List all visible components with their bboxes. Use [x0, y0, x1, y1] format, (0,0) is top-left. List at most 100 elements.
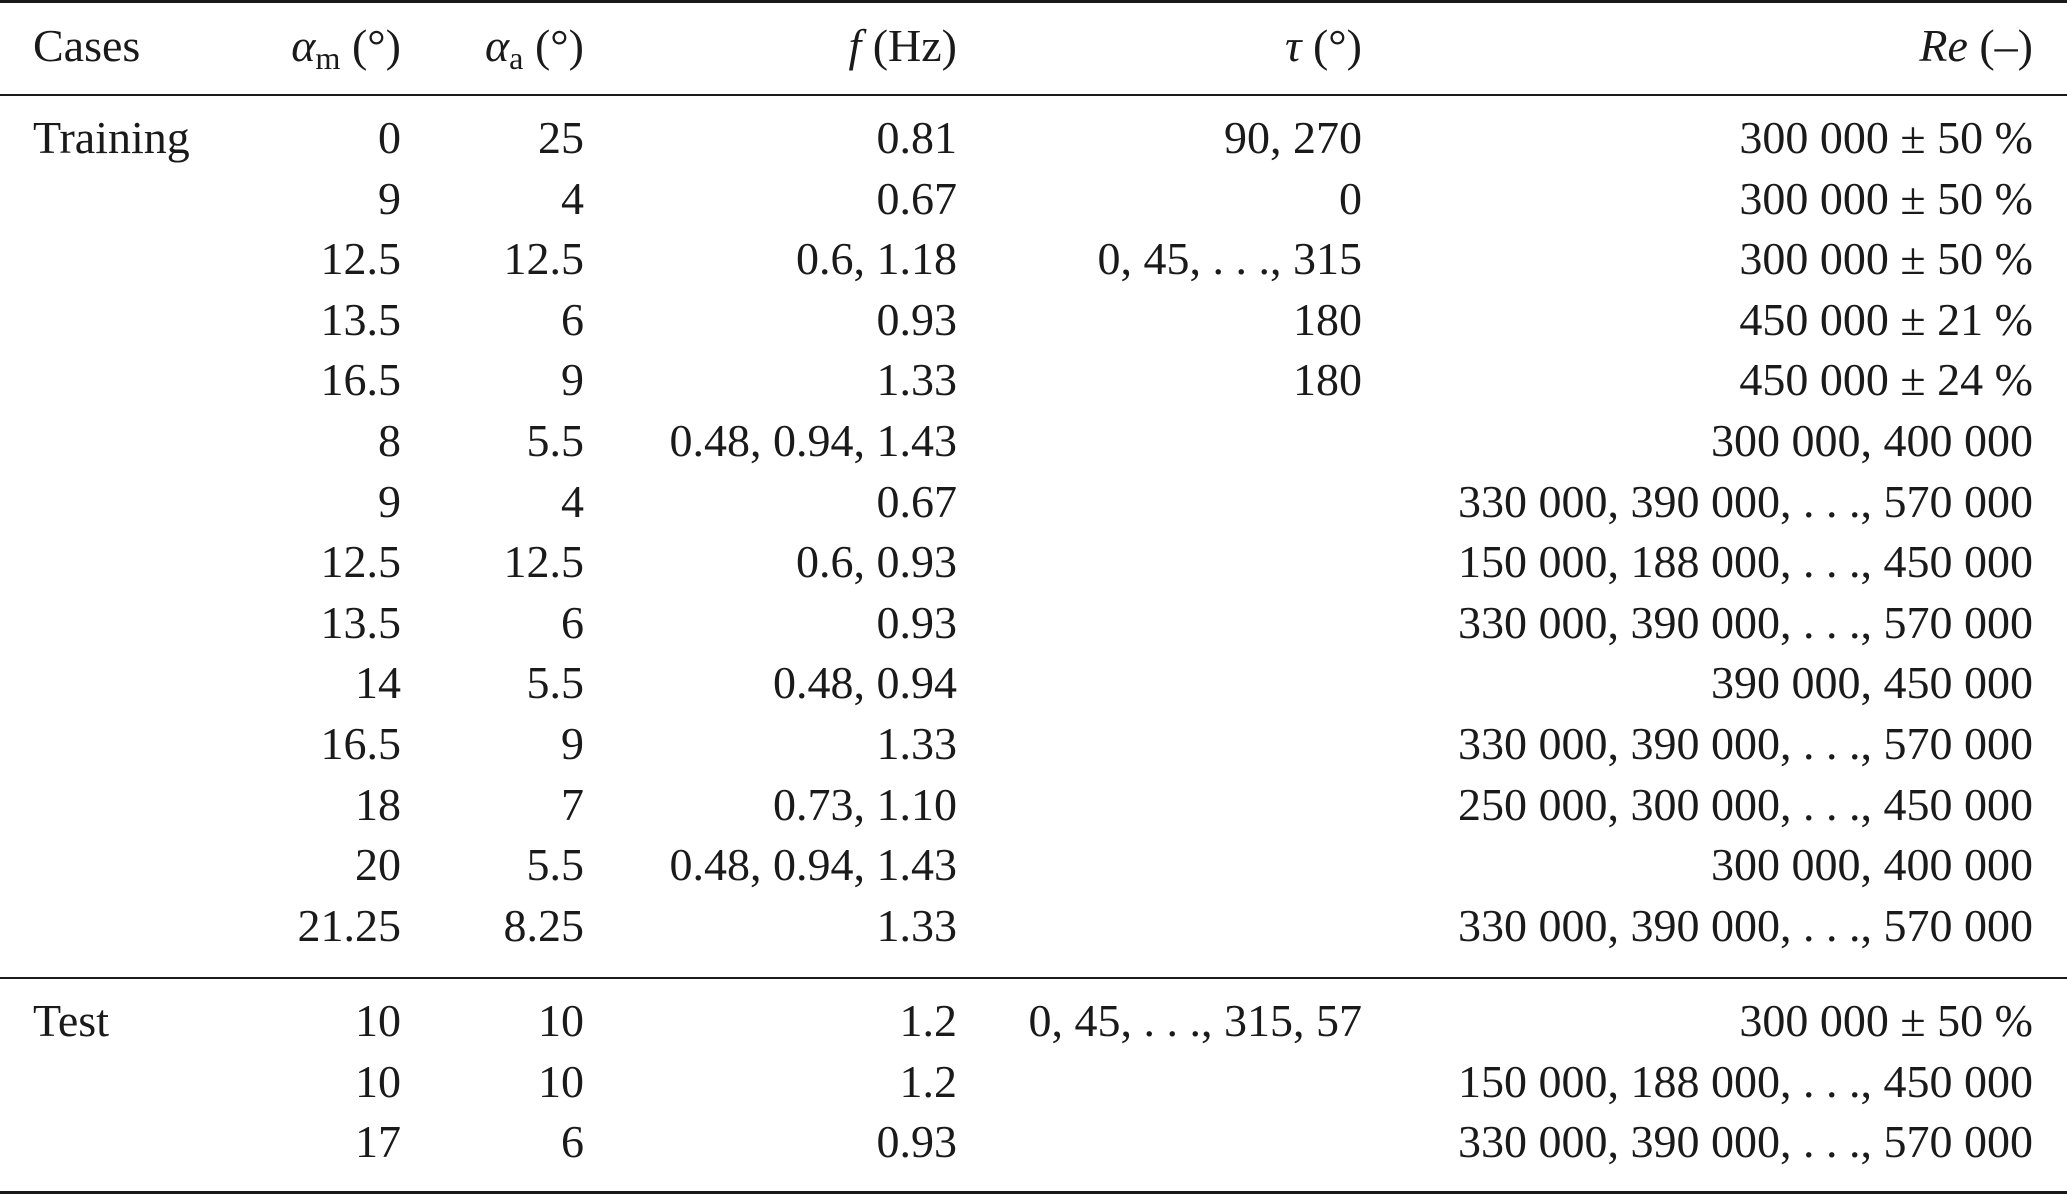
- cell-reynolds: 450 000 ± 24 %: [1739, 354, 2033, 406]
- cell-frequency: 0.81: [876, 112, 958, 163]
- header-reynolds-unit: (–): [1967, 20, 2033, 71]
- cell-alpha-m: 18: [355, 778, 401, 830]
- cell-reynolds: 150 000, 188 000, . . ., 450 000: [1458, 536, 2033, 588]
- table-row: 14 5.5 0.48, 0.94 390 000, 450 000: [0, 653, 2067, 713]
- cell-frequency: 0.93: [876, 596, 958, 648]
- header-tau: τ (°): [1285, 16, 1362, 76]
- table-row: 10 10 1.2 150 000, 188 000, . . ., 450 000: [0, 1052, 2067, 1112]
- cell-frequency: 1.2: [899, 1055, 958, 1107]
- table-row: Test 10 10 1.2 0, 45, . . ., 315, 57 300 000 …: [0, 991, 2067, 1051]
- cell-frequency: 1.33: [876, 354, 958, 406]
- table-bottom-rule: [0, 1191, 2067, 1194]
- cell-frequency: 0.73, 1.10: [773, 778, 957, 830]
- table-row: 13.5 6 0.93 330 000, 390 000, . . ., 570 00…: [0, 593, 2067, 653]
- cell-alpha-m: 14: [355, 657, 401, 709]
- header-cases: Cases: [33, 20, 141, 71]
- cell-tau: 0, 45, . . ., 315: [1097, 233, 1363, 285]
- cell-alpha-m: 12.5: [320, 233, 402, 285]
- table-header-row: Cases αm (°) αa (°) f (Hz) τ (°) Re (–): [0, 16, 2067, 76]
- header-frequency-symbol: f: [848, 20, 862, 71]
- cell-case: Test: [33, 995, 109, 1046]
- header-alpha-a-subscript: a: [509, 40, 524, 77]
- header-reynolds: Re (–): [1919, 16, 2033, 76]
- header-tau-unit: (°): [1301, 20, 1362, 71]
- cell-reynolds: 300 000, 400 000: [1711, 839, 2033, 891]
- cell-frequency: 1.33: [876, 718, 958, 769]
- cell-tau: 180: [1293, 293, 1362, 345]
- table-row: 17 6 0.93 330 000, 390 000, . . ., 570 000: [0, 1112, 2067, 1172]
- header-alpha-a-unit: (°): [523, 20, 584, 71]
- cell-alpha-a: 7: [561, 778, 584, 830]
- cell-reynolds: 300 000 ± 50 %: [1739, 995, 2033, 1046]
- header-alpha-a: αa (°): [485, 16, 584, 76]
- cell-tau: 90, 270: [1224, 112, 1362, 163]
- header-alpha-m-subscript: m: [315, 40, 341, 77]
- cell-reynolds: 300 000 ± 50 %: [1739, 233, 2033, 285]
- cell-alpha-m: 16.5: [320, 354, 402, 406]
- table-header-rule: [0, 94, 2067, 96]
- header-alpha-m-unit: (°): [340, 20, 401, 71]
- header-frequency: f (Hz): [848, 16, 957, 76]
- header-reynolds-symbol: Re: [1919, 20, 1968, 71]
- header-alpha-m-symbol: α: [291, 20, 316, 71]
- cell-alpha-a: 12.5: [503, 536, 585, 588]
- cell-alpha-m: 21.25: [297, 899, 402, 951]
- cell-alpha-m: 8: [378, 415, 401, 466]
- cell-reynolds: 300 000, 400 000: [1711, 415, 2033, 466]
- cell-frequency: 1.2: [899, 995, 958, 1046]
- cell-alpha-a: 12.5: [503, 233, 585, 285]
- cell-reynolds: 300 000 ± 50 %: [1739, 112, 2033, 163]
- header-alpha-a-symbol: α: [485, 20, 510, 71]
- cell-alpha-a: 10: [538, 1055, 584, 1107]
- table-row: 12.5 12.5 0.6, 0.93 150 000, 188 000, . . .…: [0, 532, 2067, 592]
- cell-reynolds: 330 000, 390 000, . . ., 570 000: [1458, 899, 2033, 951]
- cell-reynolds: 330 000, 390 000, . . ., 570 000: [1458, 475, 2033, 527]
- table-row: 20 5.5 0.48, 0.94, 1.43 300 000, 400 000: [0, 835, 2067, 895]
- cell-frequency: 0.6, 1.18: [796, 233, 957, 285]
- cell-frequency: 0.48, 0.94: [773, 657, 957, 709]
- cell-reynolds: 390 000, 450 000: [1711, 657, 2033, 709]
- cell-frequency: 0.67: [876, 475, 958, 527]
- cell-tau: 0: [1339, 172, 1362, 224]
- header-frequency-unit: (Hz): [861, 20, 957, 71]
- cell-alpha-a: 5.5: [526, 839, 585, 891]
- cell-reynolds: 150 000, 188 000, . . ., 450 000: [1458, 1055, 2033, 1107]
- cell-reynolds: 330 000, 390 000, . . ., 570 000: [1458, 596, 2033, 648]
- cell-frequency: 0.67: [876, 172, 958, 224]
- table-row: 8 5.5 0.48, 0.94, 1.43 300 000, 400 000: [0, 411, 2067, 471]
- cell-alpha-m: 20: [355, 839, 401, 891]
- cell-frequency: 1.33: [876, 899, 958, 951]
- cell-alpha-m: 10: [355, 1055, 401, 1107]
- cell-reynolds: 450 000 ± 21 %: [1739, 293, 2033, 345]
- cell-reynolds: 330 000, 390 000, . . ., 570 000: [1458, 718, 2033, 769]
- cell-alpha-m: 13.5: [320, 293, 402, 345]
- header-alpha-m: αm (°): [291, 16, 401, 76]
- cell-frequency: 0.93: [876, 293, 958, 345]
- cell-alpha-m: 9: [378, 172, 401, 224]
- cell-alpha-m: 17: [355, 1116, 401, 1168]
- cell-reynolds: 300 000 ± 50 %: [1739, 172, 2033, 224]
- cell-reynolds: 250 000, 300 000, . . ., 450 000: [1458, 778, 2033, 830]
- cell-alpha-m: 9: [378, 475, 401, 527]
- cell-alpha-a: 25: [538, 112, 584, 163]
- cell-alpha-a: 8.25: [503, 899, 585, 951]
- cell-alpha-m: 16.5: [320, 718, 402, 769]
- table-row: 9 4 0.67 330 000, 390 000, . . ., 570 000: [0, 472, 2067, 532]
- table-row: 12.5 12.5 0.6, 1.18 0, 45, . . ., 315 300 00…: [0, 229, 2067, 289]
- cell-alpha-m: 12.5: [320, 536, 402, 588]
- table-row: 16.5 9 1.33 330 000, 390 000, . . ., 570 00…: [0, 714, 2067, 774]
- table-row: Training 0 25 0.81 90, 270 300 000 ± 50 %: [0, 108, 2067, 168]
- cell-frequency: 0.6, 0.93: [796, 536, 957, 588]
- table-row: 9 4 0.67 0 300 000 ± 50 %: [0, 169, 2067, 229]
- header-tau-symbol: τ: [1284, 20, 1302, 71]
- table-row: 13.5 6 0.93 180 450 000 ± 21 %: [0, 290, 2067, 350]
- cell-alpha-a: 6: [561, 1116, 584, 1168]
- cell-alpha-a: 5.5: [526, 657, 585, 709]
- cell-alpha-a: 6: [561, 596, 584, 648]
- cell-alpha-a: 9: [561, 718, 584, 769]
- table-row: 16.5 9 1.33 180 450 000 ± 24 %: [0, 350, 2067, 410]
- cell-frequency: 0.48, 0.94, 1.43: [669, 415, 958, 466]
- table-row: 21.25 8.25 1.33 330 000, 390 000, . . ., 57…: [0, 896, 2067, 956]
- cell-alpha-a: 6: [561, 293, 584, 345]
- cell-alpha-a: 5.5: [526, 415, 585, 466]
